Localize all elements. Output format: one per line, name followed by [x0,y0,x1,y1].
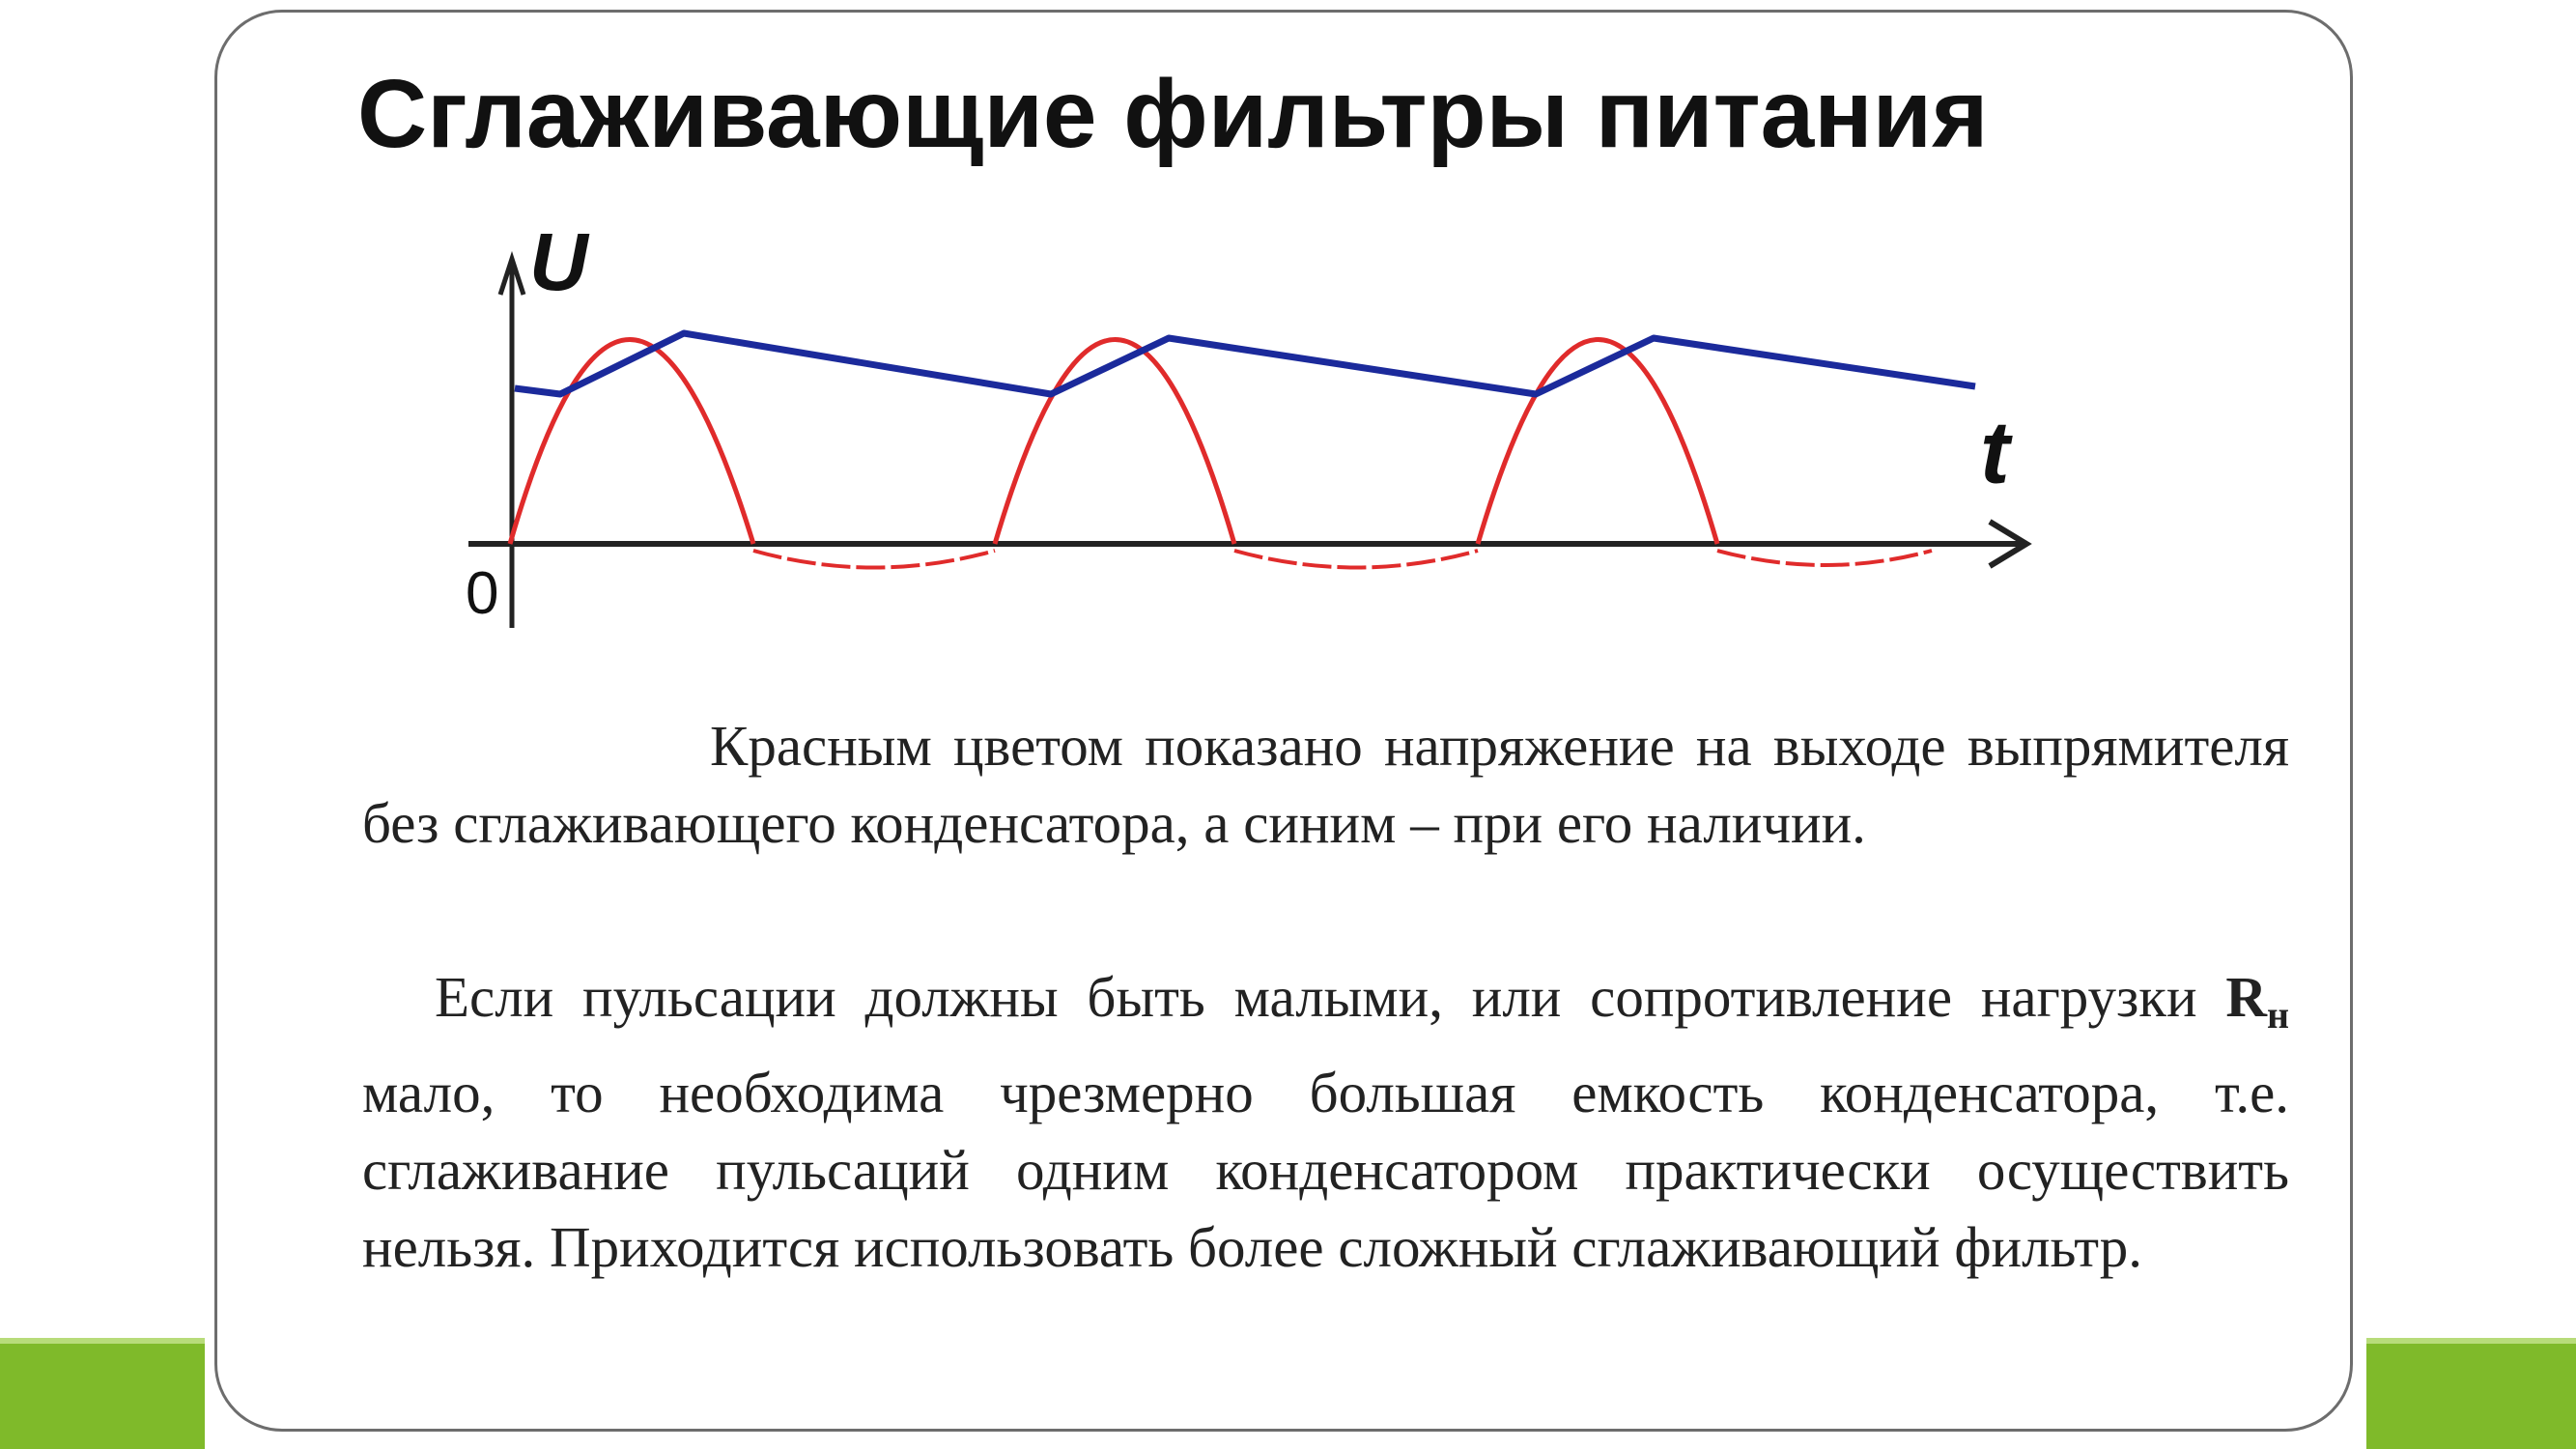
origin-label: 0 [466,560,498,627]
explanation-paragraph: Красным цветом показано напряжение на вы… [362,714,2289,855]
filter-paragraph: Если пульсации должны быть малыми, или с… [362,958,2289,1286]
load-resistance-symbol: Rн [2225,965,2289,1037]
filter-paragraph-start: Если пульсации должны быть малыми, или с… [435,965,2197,1029]
resistance-letter: R [2225,965,2267,1029]
right-green-strip [2366,1338,2576,1449]
y-axis-label: U [529,216,590,307]
red-rectified-curve [507,337,1720,545]
ripple-diagram: U t 0 [466,216,2032,628]
resistance-subscript: н [2266,993,2289,1037]
x-axis-label: t [1980,404,2013,502]
left-strip-highlight [0,1338,205,1344]
content-card [214,10,2353,1432]
y-axis-arrow-icon [497,250,526,296]
filter-paragraph-end: мало, то необходима чрезмерно большая ем… [362,1061,2289,1279]
blue-smoothed-curve [514,329,1976,398]
red-negative-halfwave [752,549,1933,570]
x-axis-arrow-icon [1988,519,2032,569]
slide-title: Сглаживающие фильтры питания [357,60,1989,168]
left-green-strip [0,1338,205,1449]
right-strip-highlight [2366,1338,2576,1344]
